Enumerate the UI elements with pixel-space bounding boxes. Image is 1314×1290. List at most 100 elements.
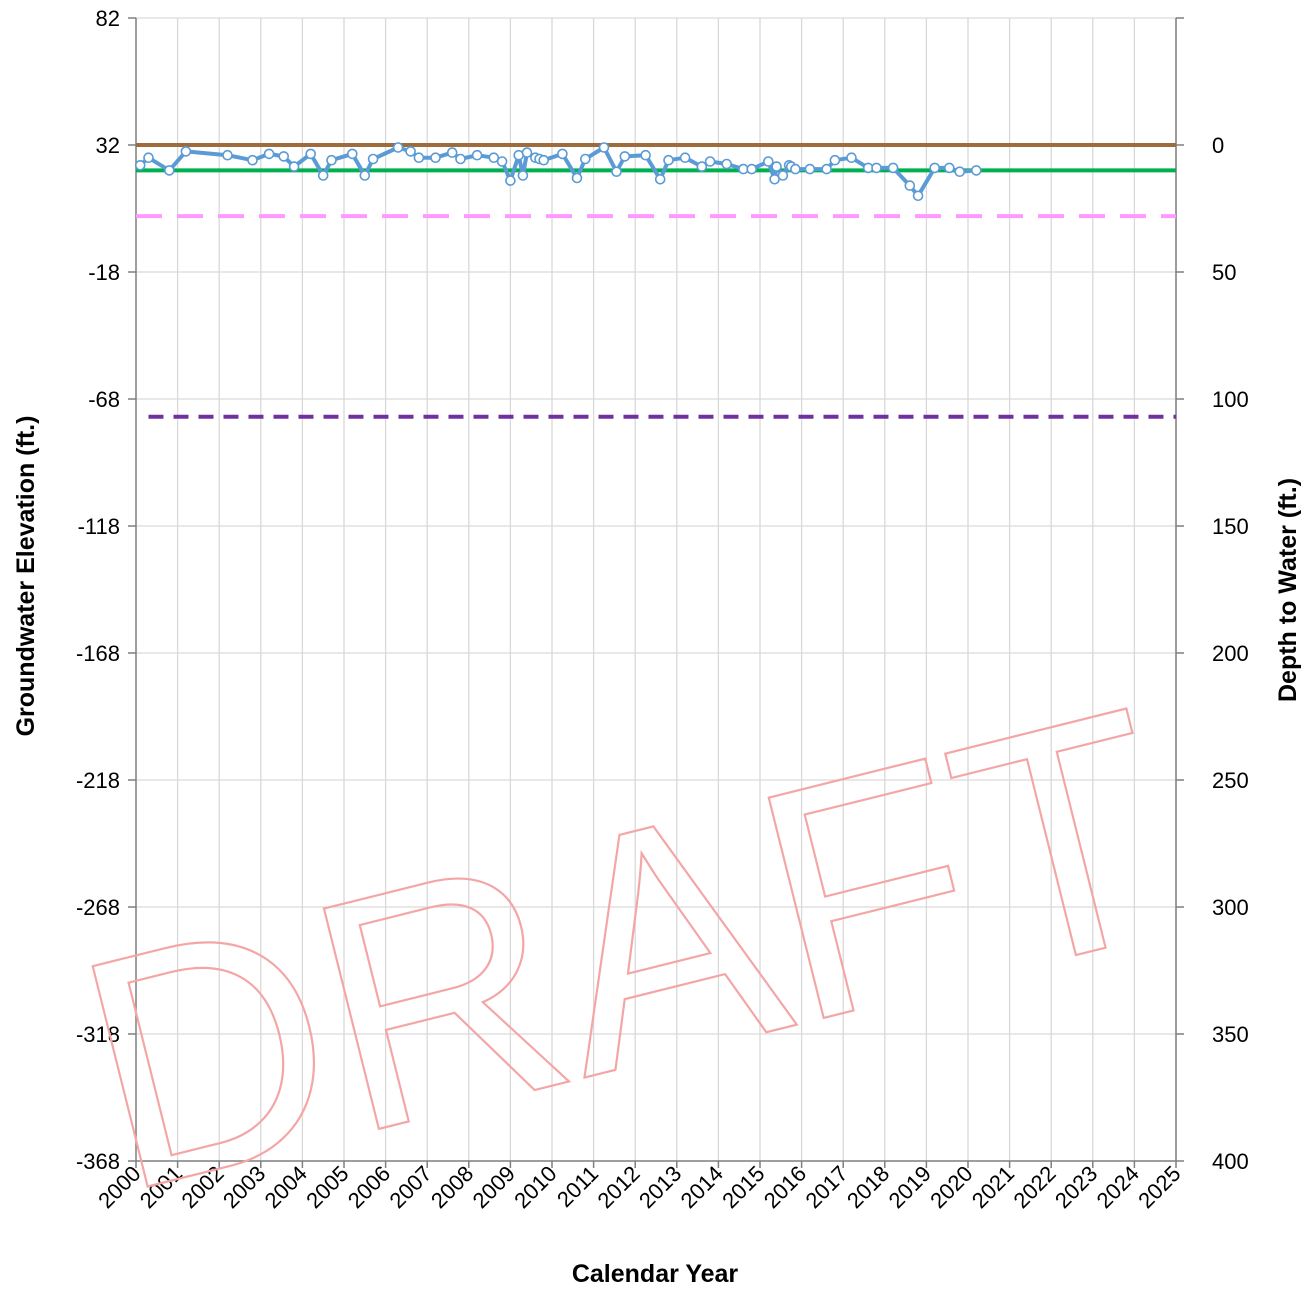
y-tick-label: -68: [88, 387, 120, 412]
y-tick-label: -18: [88, 260, 120, 285]
data-point: [278, 151, 290, 162]
y-tick-label: 32: [96, 133, 120, 158]
data-point: [405, 146, 416, 157]
data-point: [777, 170, 789, 181]
data-point: [538, 154, 550, 166]
data-point: [790, 163, 801, 175]
data-point: [471, 149, 483, 161]
x-tick-label: 2012: [592, 1161, 644, 1213]
data-point: [505, 175, 516, 186]
data-point: [317, 170, 329, 181]
y2-tick-label: 0: [1212, 133, 1224, 158]
x-tick-label: 2010: [509, 1161, 561, 1213]
y-axis-title: Groundwater Elevation (ft.): [12, 416, 40, 737]
x-tick-label: 2021: [967, 1161, 1019, 1213]
data-point: [804, 163, 816, 175]
y2-tick-label: 350: [1212, 1022, 1249, 1047]
data-point: [143, 152, 154, 163]
data-point: [746, 163, 758, 175]
x-tick-label: 2022: [1008, 1161, 1060, 1213]
data-point: [430, 152, 441, 163]
y-tick-label: -318: [76, 1022, 120, 1047]
data-point: [912, 190, 924, 202]
data-point: [579, 153, 591, 165]
data-point: [359, 170, 371, 181]
data-point: [517, 170, 529, 181]
data-point: [557, 148, 568, 160]
data-point: [367, 153, 379, 165]
data-point: [180, 146, 192, 157]
x-tick-label: 2017: [800, 1161, 852, 1213]
data-point: [846, 152, 857, 163]
data-point: [496, 156, 508, 167]
data-point: [829, 154, 841, 166]
data-point: [521, 147, 533, 158]
x-tick-label: 2019: [884, 1161, 936, 1213]
x-axis-title: Calendar Year: [572, 1260, 739, 1288]
y2-tick-label: 300: [1212, 895, 1249, 920]
y2-tick-label: 250: [1212, 768, 1249, 793]
data-point: [887, 162, 899, 174]
data-point: [413, 152, 425, 163]
x-tick-label: 2016: [759, 1161, 811, 1213]
data-point: [762, 156, 774, 167]
data-point: [929, 162, 941, 174]
data-point: [640, 149, 651, 161]
data-point: [821, 163, 832, 175]
x-tick-label: 2011: [552, 1161, 603, 1212]
data-point: [654, 174, 666, 185]
y2-tick-label: 50: [1212, 260, 1236, 285]
data-point: [611, 166, 622, 177]
x-tick-label: 2013: [634, 1161, 686, 1213]
data-point: [392, 142, 404, 153]
data-point: [134, 160, 146, 171]
data-point: [598, 142, 610, 153]
y-tick-label: -368: [76, 1149, 120, 1174]
data-point: [288, 161, 300, 172]
x-tick-label: 2018: [842, 1161, 894, 1213]
axes: [128, 17, 1184, 1168]
data-point: [305, 148, 317, 160]
x-tick-label: 2020: [925, 1161, 977, 1213]
data-point: [164, 165, 175, 176]
data-point: [721, 158, 733, 170]
data-point: [247, 154, 258, 166]
y-tick-label: -168: [76, 641, 120, 666]
data-point: [769, 174, 780, 185]
data-point: [970, 165, 982, 176]
data-point: [954, 166, 966, 177]
y-tick-label: -118: [78, 514, 120, 539]
data-point: [871, 162, 882, 174]
data-point: [222, 149, 233, 161]
data-point: [446, 147, 458, 158]
data-point: [455, 153, 466, 165]
data-point: [771, 161, 782, 172]
y-tick-label: -218: [76, 768, 120, 793]
data-point: [571, 172, 583, 184]
data-point: [696, 161, 708, 172]
x-tick-label: 2014: [676, 1161, 728, 1213]
data-point: [704, 156, 716, 167]
x-tick-label: 2015: [717, 1161, 769, 1213]
data-point: [488, 152, 500, 163]
x-tick-label: 2023: [1050, 1161, 1102, 1213]
x-tick-label: 2025: [1133, 1161, 1185, 1213]
data-point: [904, 180, 916, 191]
y2-axis-title: Depth to Water (ft.): [1274, 478, 1302, 702]
data-point: [679, 152, 691, 163]
data-point: [663, 154, 674, 166]
data-point: [619, 151, 631, 162]
data-point: [326, 154, 337, 166]
y2-tick-label: 400: [1212, 1149, 1249, 1174]
data-point: [943, 162, 955, 174]
y2-tick-label: 100: [1212, 387, 1249, 412]
series: [134, 142, 1176, 419]
y2-tick-label: 200: [1212, 641, 1249, 666]
data-point: [263, 148, 275, 160]
data-point: [346, 148, 358, 160]
y-tick-label: -268: [76, 895, 120, 920]
y2-tick-label: 150: [1212, 514, 1249, 539]
y-tick-label: 82: [96, 6, 120, 31]
x-tick-label: 2024: [1092, 1161, 1144, 1213]
